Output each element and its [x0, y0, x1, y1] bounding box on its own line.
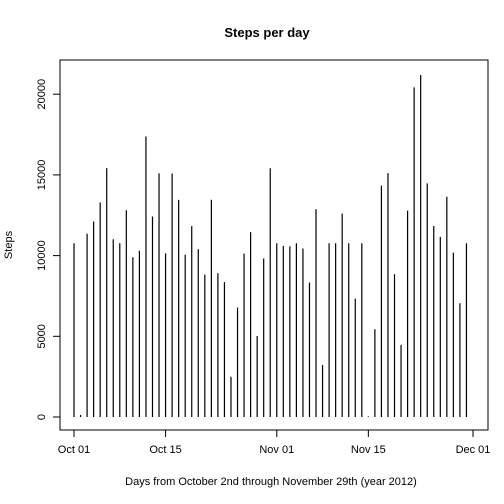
x-axis-label: Days from October 2nd through November 2…	[125, 476, 417, 488]
bars-group	[73, 74, 468, 417]
x-tick-label: Oct 15	[149, 444, 181, 456]
x-axis: Oct 01 Oct 15 Nov 01 Nov 15 Dec 01	[58, 429, 491, 456]
y-tick-label: 0	[36, 414, 48, 420]
chart-title: Steps per day	[224, 25, 310, 40]
x-tick-label: Dec 01	[456, 444, 491, 456]
x-tick-label: Nov 15	[351, 444, 386, 456]
y-tick-label: 20000	[36, 79, 48, 110]
y-axis-label: Steps	[3, 230, 15, 259]
y-tick-label: 15000	[36, 160, 48, 191]
y-tick-label: 5000	[36, 324, 48, 348]
y-axis: 0 5000 10000 15000 20000	[36, 79, 61, 420]
y-tick-label: 10000	[36, 240, 48, 271]
x-tick-label: Nov 01	[259, 444, 294, 456]
x-tick-label: Oct 01	[58, 444, 90, 456]
